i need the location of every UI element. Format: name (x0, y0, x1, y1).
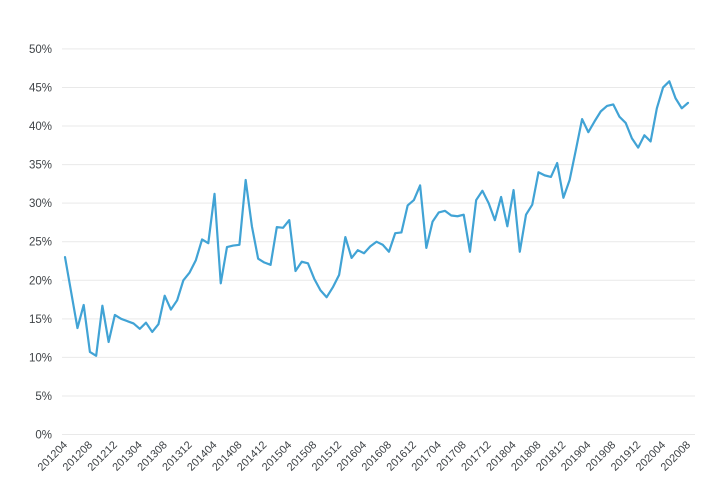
y-axis-label: 40% (29, 121, 52, 133)
y-axis-label: 50% (29, 44, 52, 56)
y-axis-label: 15% (29, 314, 52, 326)
y-axis-label: 10% (29, 352, 52, 364)
y-axis-label: 45% (29, 82, 52, 94)
y-axis-label: 20% (29, 275, 52, 287)
y-axis-label: 30% (29, 198, 52, 210)
y-axis-label: 5% (35, 391, 52, 403)
y-axis-label: 25% (29, 237, 52, 249)
trend-line (63, 80, 690, 357)
y-axis-label: 35% (29, 160, 52, 172)
y-axis-label: 0% (35, 430, 52, 442)
